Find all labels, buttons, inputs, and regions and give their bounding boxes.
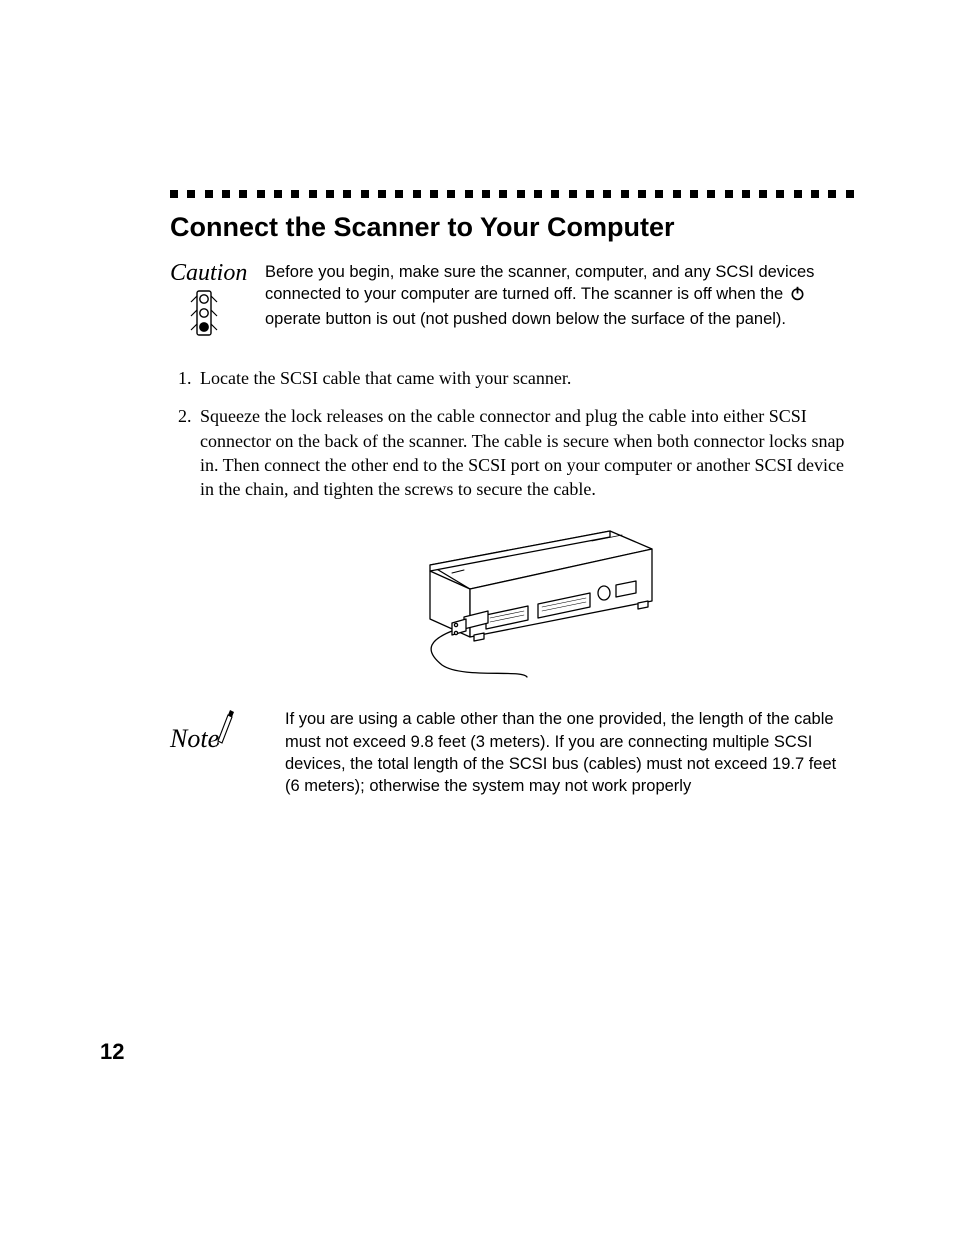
manual-page: Connect the Scanner to Your Computer Cau…	[0, 0, 954, 1235]
caution-text-after: operate button is out (not pushed down b…	[265, 310, 786, 328]
caution-callout: Caution Before you begin, make sure the …	[170, 261, 854, 344]
note-label: Note	[170, 726, 219, 752]
caution-icon-wrap: Caution	[170, 261, 265, 344]
page-number: 12	[100, 1039, 124, 1065]
steps-list: Locate the SCSI cable that came with you…	[170, 366, 854, 501]
pencil-icon	[213, 708, 235, 753]
note-text: If you are using a cable other than the …	[285, 708, 854, 797]
section-title: Connect the Scanner to Your Computer	[170, 212, 854, 243]
caution-text-before: Before you begin, make sure the scanner,…	[265, 263, 814, 303]
dotted-rule	[170, 190, 854, 198]
note-callout: Note If you are using a cable other than…	[170, 708, 854, 797]
step-item: Locate the SCSI cable that came with you…	[196, 366, 854, 390]
power-icon	[790, 285, 805, 307]
note-icon-wrap: Note	[170, 708, 285, 756]
caution-label: Caution	[170, 261, 247, 285]
caution-text: Before you begin, make sure the scanner,…	[265, 261, 854, 330]
step-item: Squeeze the lock releases on the cable c…	[196, 404, 854, 501]
scanner-diagram	[170, 519, 854, 684]
traffic-light-icon	[188, 289, 220, 344]
